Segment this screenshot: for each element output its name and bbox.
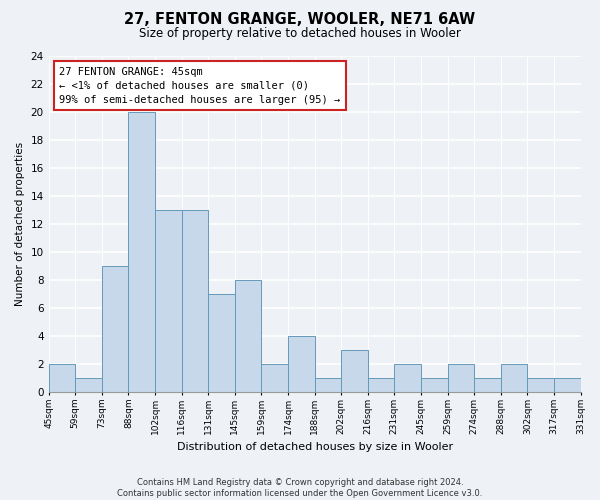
Bar [208,294,235,392]
Bar [288,336,314,392]
Bar [75,378,102,392]
Bar [128,112,155,392]
Bar [527,378,554,392]
Bar [314,378,341,392]
Bar [394,364,421,392]
Bar [474,378,501,392]
Bar [421,378,448,392]
Bar [368,378,394,392]
Bar [235,280,262,392]
Bar [102,266,128,392]
Y-axis label: Number of detached properties: Number of detached properties [15,142,25,306]
Bar [262,364,288,392]
Bar [49,364,75,392]
Bar [554,378,581,392]
Bar [501,364,527,392]
X-axis label: Distribution of detached houses by size in Wooler: Distribution of detached houses by size … [176,442,452,452]
Bar [182,210,208,392]
Bar [341,350,368,392]
Text: Size of property relative to detached houses in Wooler: Size of property relative to detached ho… [139,28,461,40]
Bar [448,364,474,392]
Text: 27, FENTON GRANGE, WOOLER, NE71 6AW: 27, FENTON GRANGE, WOOLER, NE71 6AW [124,12,476,28]
Text: 27 FENTON GRANGE: 45sqm
← <1% of detached houses are smaller (0)
99% of semi-det: 27 FENTON GRANGE: 45sqm ← <1% of detache… [59,66,341,104]
Text: Contains HM Land Registry data © Crown copyright and database right 2024.
Contai: Contains HM Land Registry data © Crown c… [118,478,482,498]
Bar [155,210,182,392]
